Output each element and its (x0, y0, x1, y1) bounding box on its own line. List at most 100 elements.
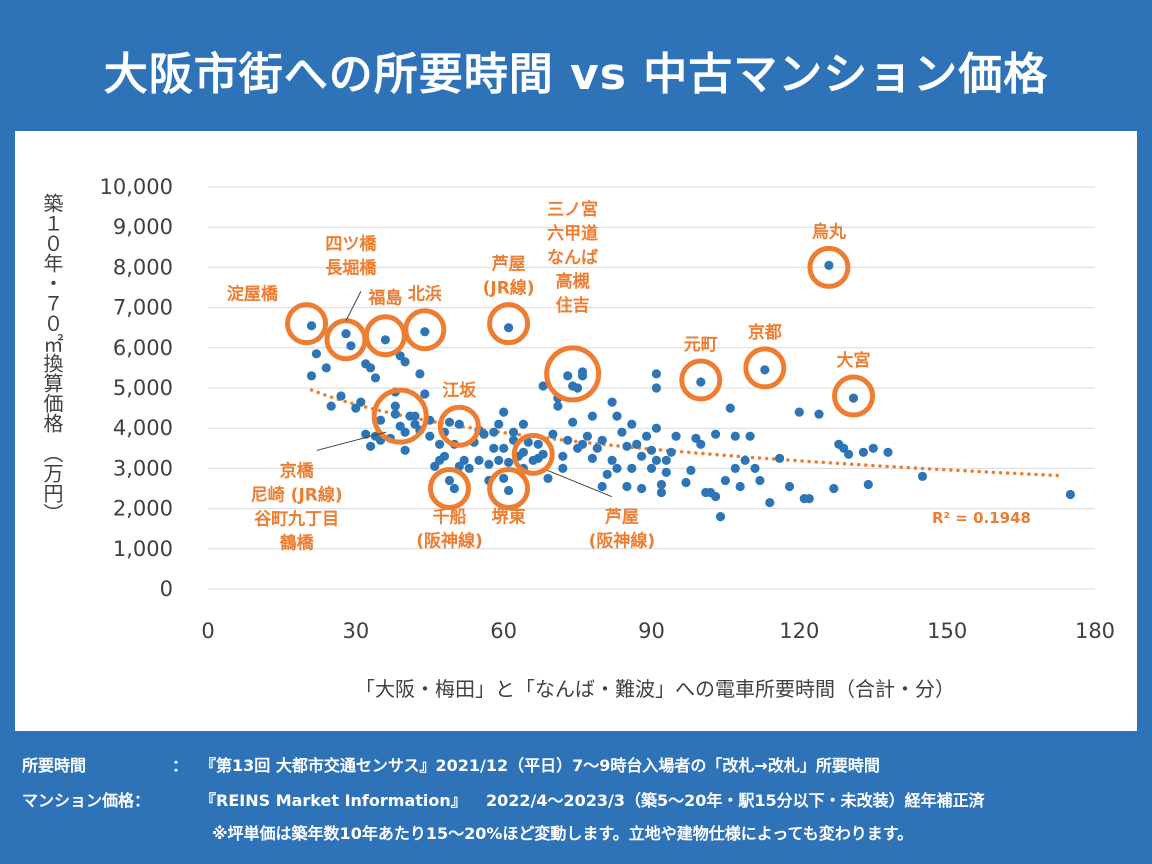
data-point (597, 435, 607, 445)
annotation: 福島 (363, 288, 407, 358)
footnote-price-conditions: 2022/4～2023/3（築5～20年・駅15分以下・未改装）経年補正済 (486, 791, 985, 810)
data-point (632, 439, 642, 449)
data-point (499, 443, 509, 453)
data-point (711, 429, 721, 439)
data-point (686, 465, 696, 475)
data-point (607, 397, 617, 407)
annotation-label: 四ツ橋 (325, 233, 377, 254)
y-tick-label: 0 (160, 577, 173, 601)
x-tick-label: 90 (638, 619, 665, 643)
footnote-price-source: 『REINS Market Information』 (200, 791, 467, 810)
data-point (681, 477, 691, 488)
data-point (597, 481, 607, 492)
annotation-circle (807, 245, 851, 289)
data-point (587, 411, 598, 421)
data-point (814, 409, 824, 419)
footnote-label-price: マンション価格： (22, 791, 151, 810)
annotation: 京都 (743, 322, 787, 390)
data-point (375, 415, 386, 425)
data-point (425, 431, 435, 441)
annotation-circle (832, 374, 876, 418)
y-tick-label: 10,000 (100, 175, 173, 199)
footnote-note: ※坪単価は築年数10年あたり15～20%ほど変動します。立地や建物仕様によっても… (212, 824, 914, 843)
x-tick-label: 60 (490, 619, 517, 643)
annotation: 元町 (679, 335, 723, 402)
data-point (651, 423, 662, 433)
annotation-circle (679, 358, 723, 402)
annotation-circle (743, 346, 787, 390)
data-point (804, 494, 814, 504)
data-point (563, 435, 573, 445)
data-point (637, 451, 647, 461)
data-point (366, 363, 376, 373)
annotation-label: 六甲道 (547, 223, 598, 244)
data-point (656, 487, 667, 498)
data-point (863, 479, 873, 490)
data-point (568, 417, 578, 427)
data-point (484, 459, 494, 469)
data-point (646, 463, 657, 473)
data-point (504, 457, 514, 467)
annotation-label: 福島 (367, 288, 402, 309)
data-point (400, 427, 410, 437)
data-point (548, 429, 558, 439)
data-point (494, 419, 504, 429)
y-tick-label: 3,000 (113, 456, 173, 480)
annotation-label: 元町 (684, 335, 718, 355)
annotation: 大宮 (832, 350, 876, 418)
data-point (844, 449, 854, 459)
data-point (642, 431, 652, 441)
data-point (883, 447, 893, 457)
annotation-circle (487, 467, 531, 510)
data-point (755, 475, 765, 486)
scatter-chart: 0 1,000 2,000 3,000 4,000 5,000 6,000 7,000 8,00… (40, 175, 1115, 701)
data-point (454, 419, 464, 429)
data-point (917, 471, 928, 481)
data-point (760, 365, 770, 375)
x-tick-label: 120 (779, 619, 819, 643)
data-point (612, 411, 622, 421)
x-tick-label: 30 (342, 619, 369, 643)
data-point (577, 439, 588, 449)
data-point (543, 473, 553, 483)
data-point (449, 483, 459, 494)
data-point (602, 469, 612, 479)
data-points (306, 260, 1075, 522)
data-point (489, 427, 499, 437)
annotation-circle (324, 318, 368, 362)
data-point (499, 473, 509, 483)
data-point (420, 327, 430, 337)
data-point (720, 475, 731, 486)
y-tick-label: 8,000 (113, 255, 173, 279)
data-point (622, 481, 632, 492)
data-point (538, 381, 548, 391)
data-point (415, 369, 425, 379)
x-axis-title: 「大阪・梅田」と「なんば・難波」への電車所要時間（合計・分） (355, 677, 955, 701)
annotation: 千船 (阪神線) (416, 467, 483, 552)
data-point (321, 363, 331, 373)
data-point (356, 397, 366, 407)
data-point (366, 441, 376, 451)
data-point (573, 383, 583, 393)
data-point (346, 341, 356, 351)
annotation-label: 芦屋 (605, 507, 639, 528)
data-point (311, 349, 321, 359)
data-point (538, 449, 548, 459)
annotation-label: 三ノ宮 (547, 199, 598, 220)
data-point (390, 409, 400, 419)
data-point (558, 463, 568, 473)
data-point (715, 512, 726, 522)
data-point (824, 260, 834, 270)
annotation-label: 尼崎 (JR線) (251, 484, 343, 505)
data-point (627, 463, 637, 473)
data-point (444, 475, 455, 486)
data-point (711, 491, 721, 502)
data-point (390, 401, 400, 411)
annotation-circle (437, 404, 481, 448)
data-point (582, 431, 593, 441)
trendline (309, 388, 1063, 478)
x-tick-label: 0 (201, 619, 214, 643)
data-point (439, 451, 450, 461)
trendline-path (309, 388, 1063, 478)
